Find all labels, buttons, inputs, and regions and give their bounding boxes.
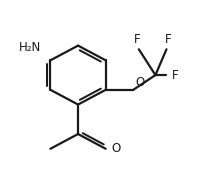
Text: O: O xyxy=(135,76,144,89)
Text: F: F xyxy=(134,33,140,46)
Text: O: O xyxy=(111,142,120,155)
Text: F: F xyxy=(165,33,172,46)
Text: F: F xyxy=(172,69,179,82)
Text: H₂N: H₂N xyxy=(19,41,41,54)
